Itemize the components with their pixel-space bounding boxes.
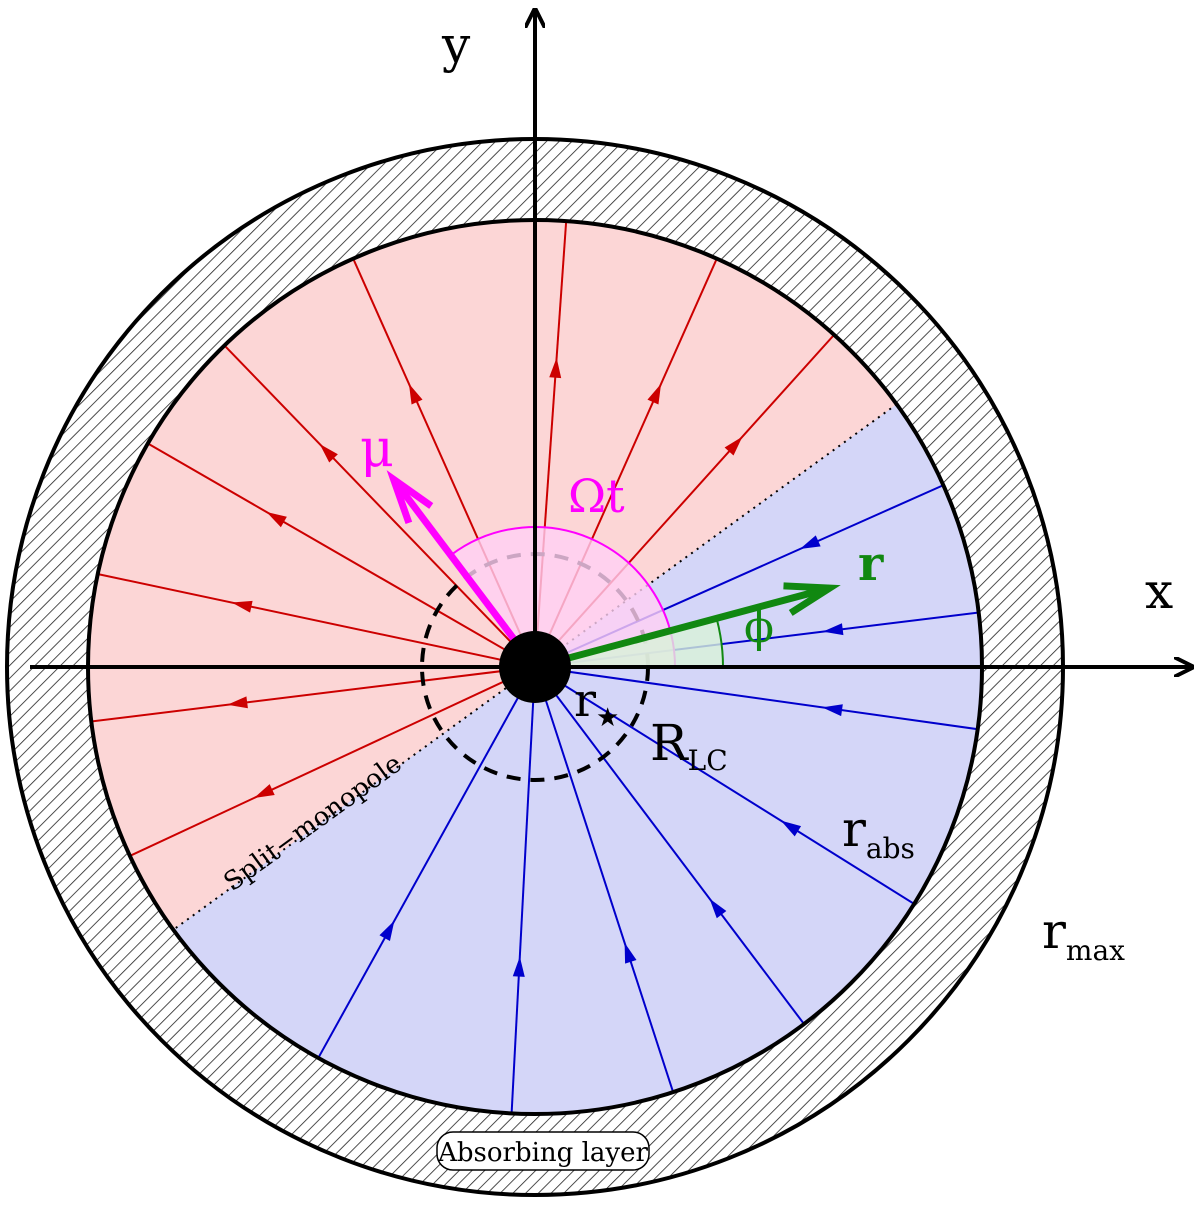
absorbing-layer-label: Absorbing layer [437, 1138, 648, 1168]
outward-field-arrowhead [319, 444, 338, 463]
absorbing-layer-box [436, 1131, 650, 1171]
outward-field-arrowhead [266, 512, 287, 528]
r-vector-head [783, 582, 841, 616]
inward-field-line [510, 666, 536, 1114]
inward-field-arrowhead [799, 535, 821, 550]
inward-field-line [534, 666, 678, 1102]
mu-vector-shaft [390, 477, 538, 670]
inward-field-line [312, 666, 536, 1068]
r-vector-label: r [858, 536, 884, 592]
phi-label: ϕ [744, 602, 774, 653]
inward-field-arrowhead [379, 920, 395, 942]
r-max-label: rmax [1042, 902, 1125, 967]
inward-field-arrowhead [512, 956, 525, 977]
mu-vector-head [386, 470, 434, 525]
r-vector-shaft [534, 584, 831, 671]
inward-field-arrowhead [822, 623, 844, 636]
inward-field-line [534, 666, 811, 1033]
inward-field-arrowhead [822, 704, 843, 717]
r-vector [534, 582, 841, 671]
inward-field-arrowhead [709, 898, 727, 919]
outward-field-line [88, 571, 536, 668]
r-star-label: r★ [574, 673, 619, 733]
outward-field-arrowhead [408, 383, 423, 405]
neutron-star [499, 631, 571, 703]
r-abs-label: rabs [842, 800, 915, 865]
inward-field-line [534, 666, 982, 732]
inward-field-arrowhead [780, 820, 802, 837]
r-lc-label: RLC [650, 714, 728, 777]
inward-field-line [534, 666, 924, 911]
outward-field-arrowhead [724, 436, 743, 456]
omega-t-label: Ωt [568, 469, 625, 523]
outward-field-line [88, 666, 536, 724]
mu-label: μ [360, 419, 394, 479]
y-axis-label: y [441, 16, 471, 74]
outward-field-arrowhead [227, 696, 248, 709]
mu-vector [386, 470, 538, 670]
outward-field-arrowhead [549, 357, 562, 379]
outward-field-arrowhead [647, 383, 662, 405]
outward-field-line [216, 337, 536, 668]
outward-field-arrowhead [254, 784, 275, 799]
inward-field-arrowhead [624, 942, 637, 964]
outward-field-line [120, 666, 536, 862]
split-monopole-line [172, 403, 898, 931]
x-axis-label: x [1145, 562, 1173, 620]
outward-field-arrowhead [231, 600, 253, 613]
outward-field-line [138, 437, 536, 668]
